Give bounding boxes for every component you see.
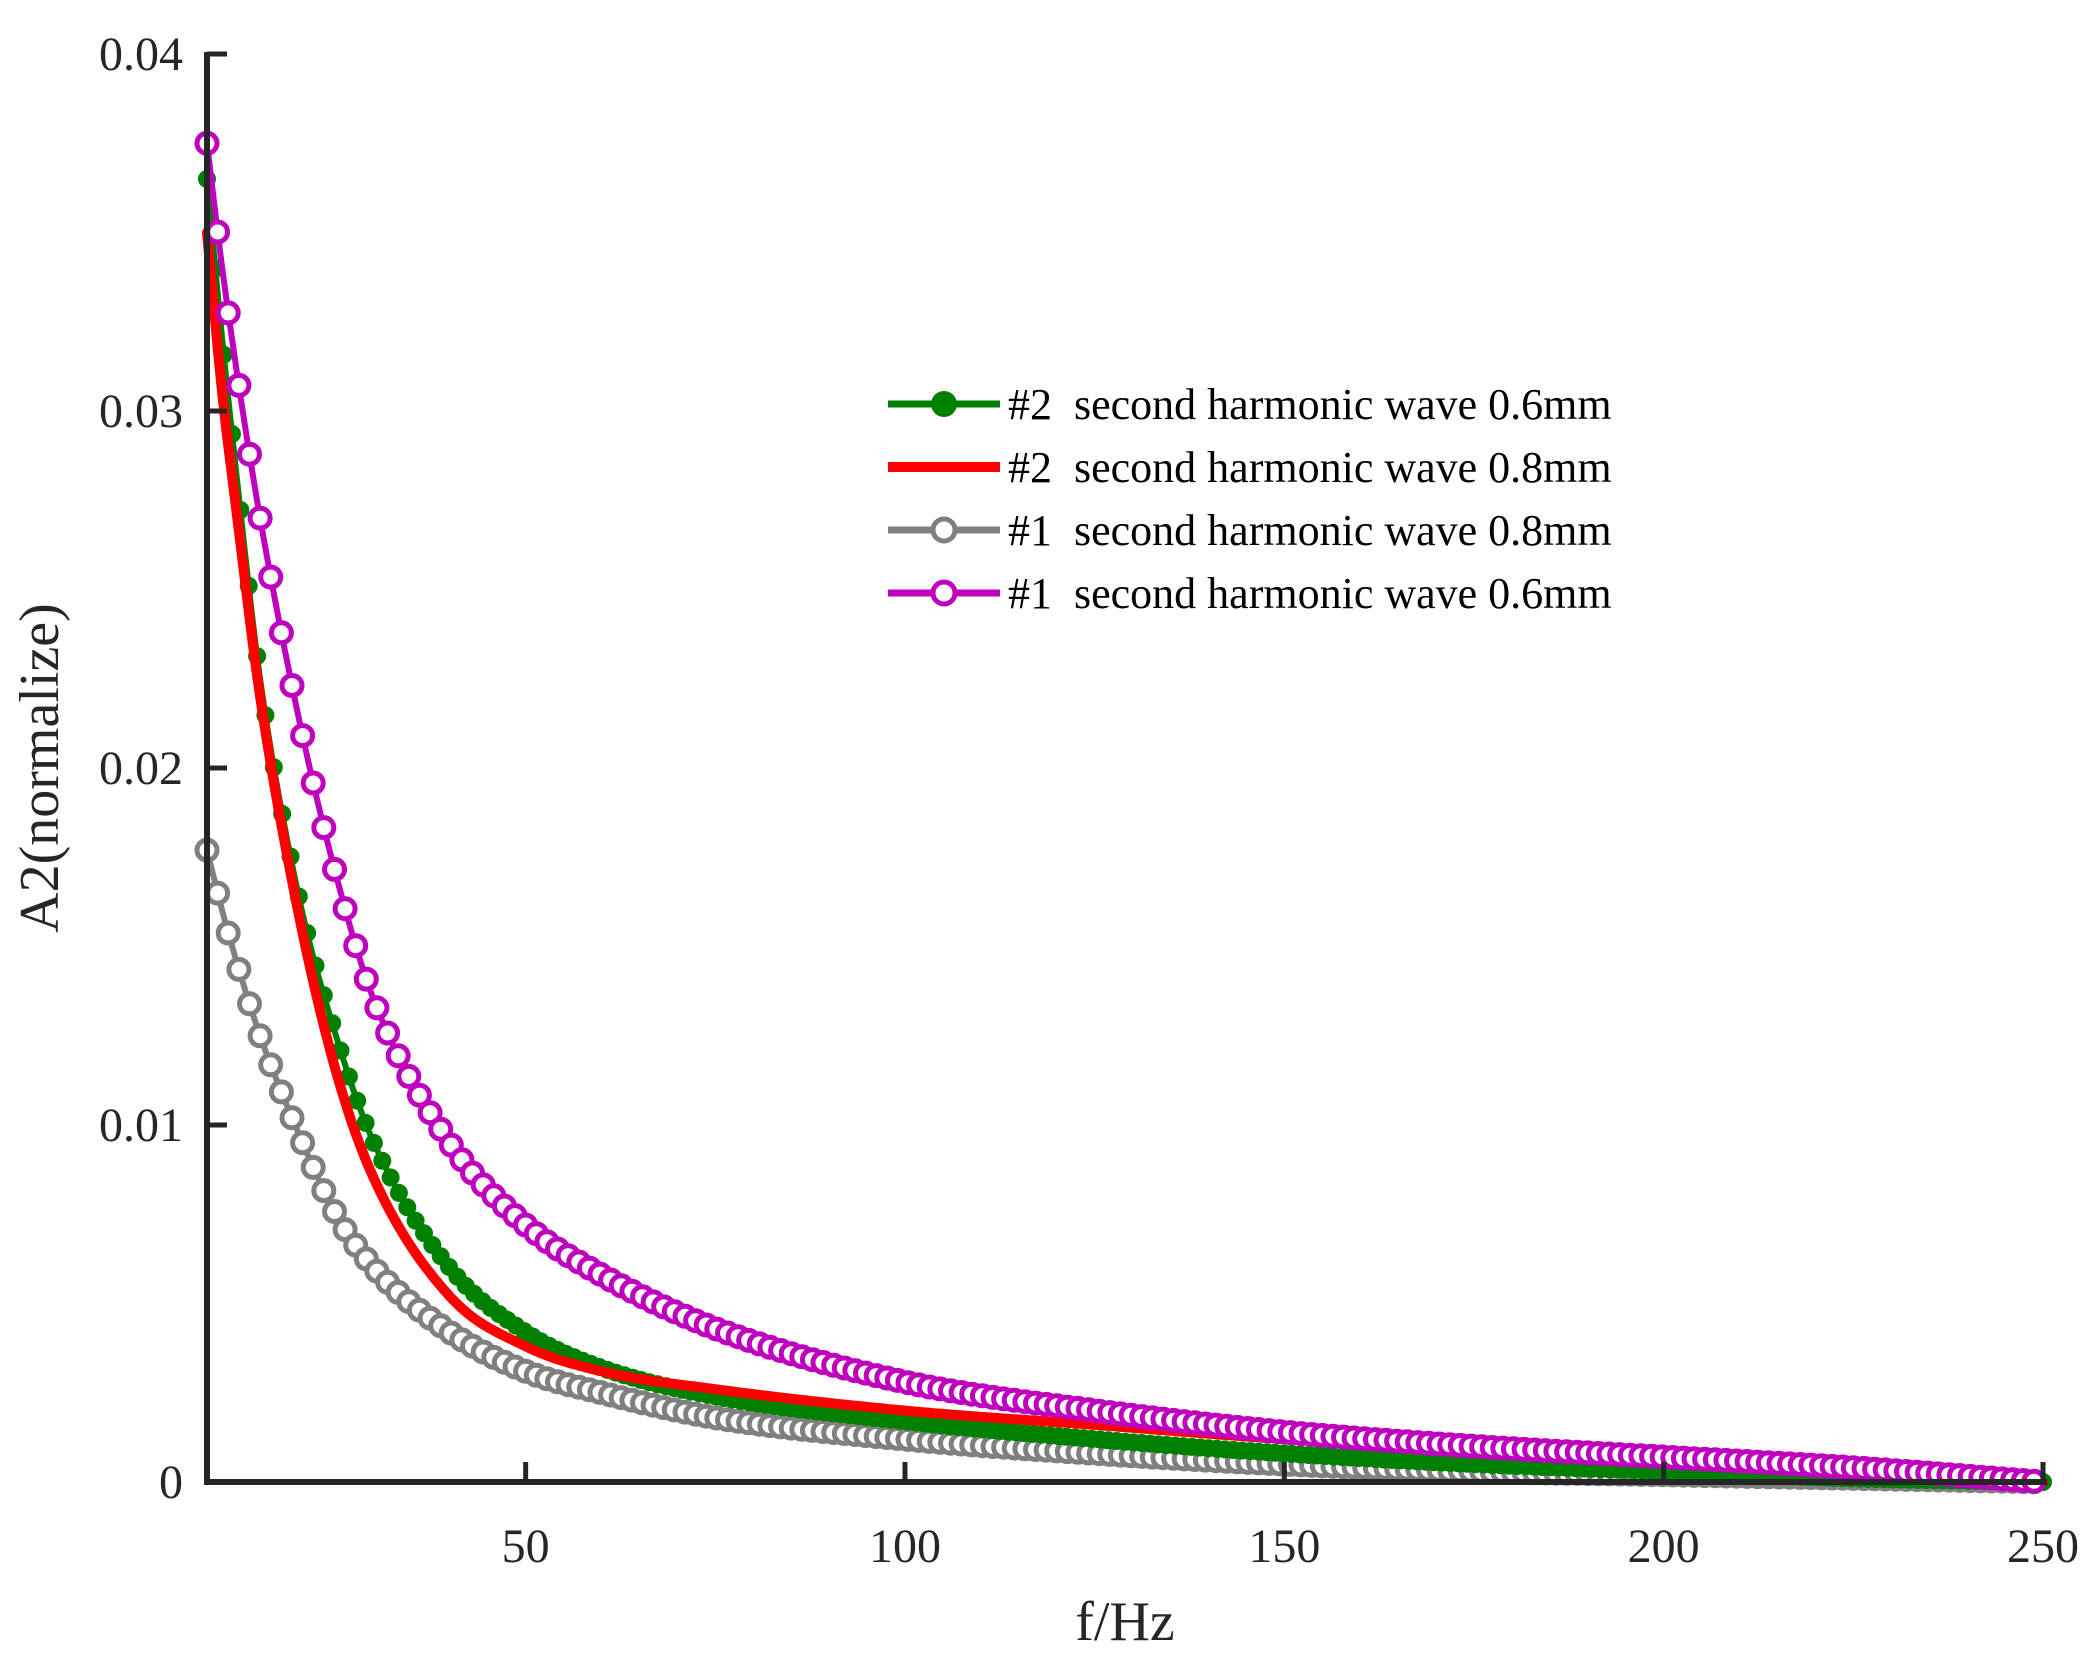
data-point <box>364 1133 383 1152</box>
legend-label: #1 second harmonic wave 0.8mm <box>1008 506 1612 555</box>
y-tick-label: 0.03 <box>99 385 183 438</box>
x-tick-label: 100 <box>869 1520 941 1573</box>
data-point <box>406 1082 432 1108</box>
data-point <box>247 505 273 531</box>
data-point <box>215 300 241 326</box>
data-point <box>300 770 326 796</box>
legend-item: #1 second harmonic wave 0.8mm <box>888 506 1612 555</box>
y-tick-label: 0.04 <box>99 28 183 81</box>
data-point <box>205 880 231 906</box>
legend-marker <box>931 391 957 417</box>
data-point <box>348 1091 367 1110</box>
data-point <box>373 1151 392 1170</box>
data-point <box>322 856 347 882</box>
legend-item: #2 second harmonic wave 0.6mm <box>888 380 1612 429</box>
data-point <box>290 723 316 749</box>
data-point <box>290 1130 316 1156</box>
data-point <box>279 1105 305 1131</box>
data-point <box>339 1067 358 1086</box>
series-line <box>204 140 2046 1485</box>
data-point <box>375 1020 401 1046</box>
data-point <box>258 1052 284 1078</box>
x-axis-title: f/Hz <box>1075 1591 1175 1653</box>
data-point <box>311 1178 337 1204</box>
series-line <box>204 176 2046 1485</box>
data-point <box>332 896 358 922</box>
data-point <box>205 219 231 245</box>
series-layer <box>194 130 2052 1495</box>
data-point <box>237 441 262 467</box>
series-1 <box>198 170 2052 1491</box>
data-point <box>385 1043 411 1069</box>
data-point <box>353 966 379 992</box>
y-axis-title: A2(normalize) <box>9 603 71 933</box>
legend-item: #1 second harmonic wave 0.6mm <box>888 569 1612 618</box>
data-point <box>237 991 262 1017</box>
y-tick-label: 0.02 <box>99 742 183 795</box>
data-point <box>322 1199 347 1224</box>
y-tick-label: 0.01 <box>99 1099 183 1152</box>
legend-label: #2 second harmonic wave 0.6mm <box>1008 380 1612 429</box>
axes-layer: 50 100 150 200 250 0 0.01 0.02 0.03 0.04 <box>99 28 2079 1573</box>
data-point <box>247 1023 273 1049</box>
data-point <box>300 1154 326 1180</box>
data-point <box>268 1079 294 1105</box>
y-tick-label: 0 <box>159 1456 183 1509</box>
data-point <box>226 372 252 398</box>
legend-item: #2 second harmonic wave 0.8mm <box>888 443 1612 492</box>
data-point <box>389 1183 408 1202</box>
legend-label: #1 second harmonic wave 0.6mm <box>1008 569 1612 618</box>
data-point <box>311 815 337 841</box>
data-point <box>215 920 241 946</box>
data-point <box>398 1198 417 1217</box>
data-point <box>343 933 369 959</box>
x-tick-label: 150 <box>1248 1520 1320 1573</box>
legend-marker <box>930 516 958 544</box>
legend: #2 second harmonic wave 0.6mm #2 second h… <box>888 380 1612 618</box>
data-point <box>396 1063 422 1089</box>
legend-marker <box>930 579 958 607</box>
data-point <box>364 995 390 1021</box>
x-tick-label: 250 <box>2007 1520 2079 1573</box>
data-point <box>356 1113 375 1132</box>
data-point <box>258 564 284 590</box>
legend-label: #2 second harmonic wave 0.8mm <box>1008 443 1612 492</box>
x-tick-label: 200 <box>1628 1520 1700 1573</box>
data-point <box>226 956 252 982</box>
x-tick-label: 50 <box>502 1520 550 1573</box>
data-point <box>381 1168 400 1187</box>
data-point <box>279 673 305 698</box>
data-point <box>268 620 294 646</box>
